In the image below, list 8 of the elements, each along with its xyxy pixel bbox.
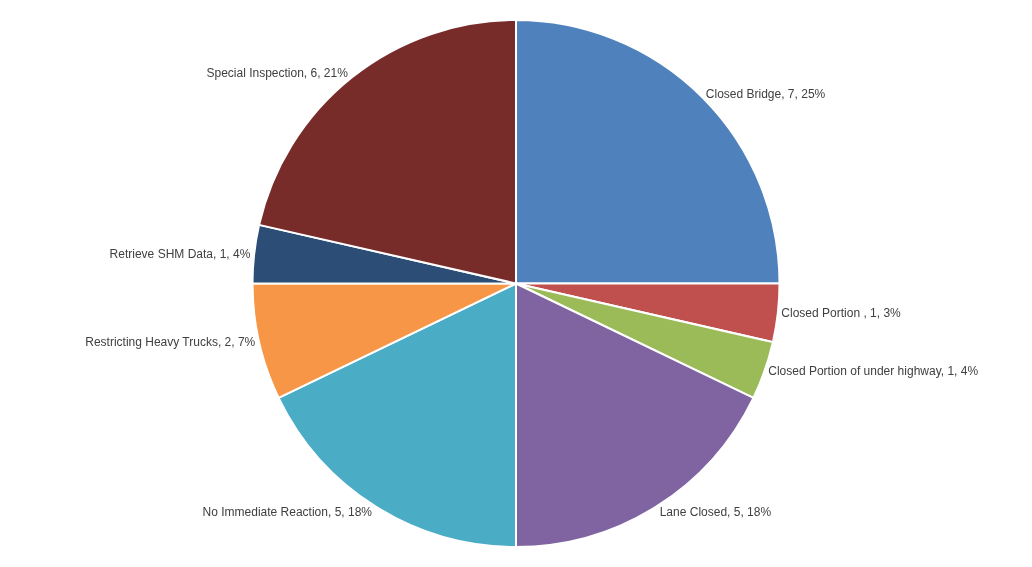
slice-label: No Immediate Reaction, 5, 18% [202,504,373,519]
slice-label: Lane Closed, 5, 18% [659,504,772,519]
slice-label: Retrieve SHM Data, 1, 4% [109,246,251,261]
slice-label: Closed Bridge, 7, 25% [705,86,826,101]
slice-label: Closed Portion , 1, 3% [781,306,902,321]
slice-label: Closed Portion of under highway, 1, 4% [768,364,979,379]
slice-label: Restricting Heavy Trucks, 2, 7% [85,335,256,350]
slice-label: Special Inspection, 6, 21% [206,66,349,81]
